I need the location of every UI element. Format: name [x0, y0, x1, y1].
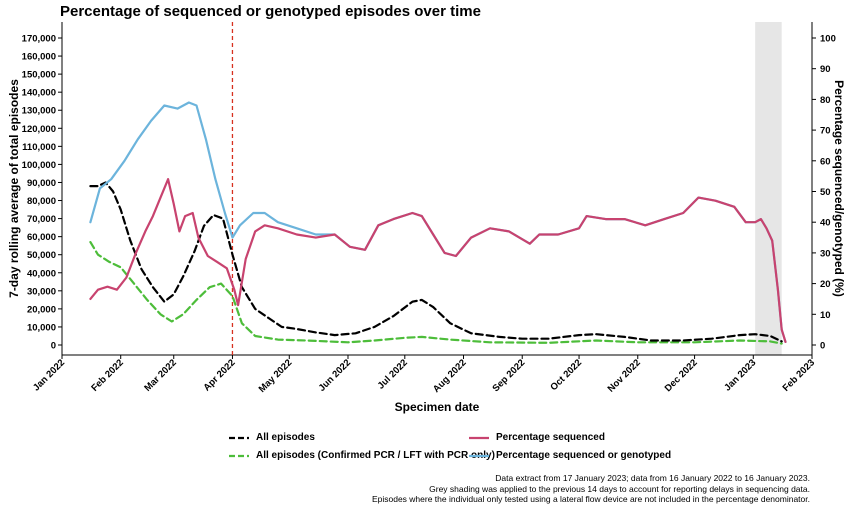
x-tick-label: May 2022 — [257, 357, 295, 395]
legend-label-sequenced-or-genotyped: Percentage sequenced or genotyped — [496, 450, 672, 461]
chart-title: Percentage of sequenced or genotyped epi… — [60, 3, 481, 20]
y-left-tick-label: 170,000 — [22, 34, 56, 45]
legend-label-percentage-sequenced: Percentage sequenced — [496, 432, 605, 443]
y-left-tick-label: 20,000 — [27, 304, 56, 315]
y-left-tick-label: 90,000 — [27, 178, 56, 189]
y-left-tick-label: 80,000 — [27, 196, 56, 207]
y-left-tick-label: 130,000 — [22, 106, 56, 117]
y-left-tick-label: 10,000 — [27, 322, 56, 333]
x-tick-label: Feb 2022 — [89, 357, 126, 394]
axis-layer — [58, 22, 816, 359]
footnote-data-extract: Data extract from 17 January 2023; data … — [495, 473, 810, 483]
y-right-tick-label: 70 — [820, 126, 831, 137]
y-right-tick-label: 20 — [820, 279, 831, 290]
footnote-lateral-flow: Episodes where the individual only teste… — [371, 494, 810, 504]
y-left-tick-label: 150,000 — [22, 70, 56, 81]
y-right-tick-label: 100 — [820, 34, 836, 45]
x-tick-label: Jan 2022 — [31, 357, 67, 393]
x-tick-label: Jan 2023 — [722, 357, 758, 393]
x-tick-label: Mar 2022 — [142, 357, 179, 394]
y-left-tick-label: 140,000 — [22, 88, 56, 99]
y-left-tick-label: 110,000 — [22, 142, 56, 153]
x-tick-label: Apr 2022 — [201, 357, 237, 393]
series-line-all-episodes — [89, 181, 783, 343]
y-right-tick-label: 60 — [820, 156, 831, 167]
y-left-tick-label: 30,000 — [27, 286, 56, 297]
footnote-grey-shading: Grey shading was applied to the previous… — [429, 483, 810, 494]
x-tick-label: Feb 2023 — [781, 357, 818, 394]
y-right-tick-label: 90 — [820, 64, 831, 75]
legend-item-sequenced-or-genotyped: Percentage sequenced or genotyped — [468, 450, 671, 461]
legend: All episodes Percentage sequenced All ep… — [228, 430, 671, 464]
y-right-tick-label: 50 — [820, 187, 831, 198]
legend-swatch-sequenced-or-genotyped — [469, 454, 489, 457]
x-axis-title: Specimen date — [395, 400, 480, 414]
x-tick-label: Jun 2022 — [317, 357, 354, 394]
y-right-tick-label: 0 — [820, 341, 825, 352]
x-tick-label: Dec 2022 — [663, 357, 700, 394]
y-left-tick-label: 70,000 — [27, 214, 56, 225]
y-left-tick-label: 160,000 — [22, 52, 56, 63]
x-tick-label: Nov 2022 — [606, 357, 643, 394]
y-left-tick-label: 0 — [51, 341, 56, 352]
x-tick-label: Oct 2022 — [548, 357, 584, 393]
legend-label-all-episodes: All episodes — [256, 432, 315, 443]
series-line-all-episodes-confirmed-pcr-lft-with-pcr-only — [89, 241, 783, 345]
x-tick-label: Jul 2022 — [376, 357, 410, 391]
y-left-tick-label: 50,000 — [27, 250, 56, 261]
shaded-region — [755, 22, 782, 355]
y-right-tick-label: 10 — [820, 310, 831, 321]
series-line-percentage-sequenced — [89, 178, 787, 343]
legend-swatch-confirmed-pcr — [229, 454, 249, 457]
y-right-tick-label: 30 — [820, 248, 831, 259]
legend-swatch-percentage-sequenced — [469, 436, 489, 439]
y-left-tick-label: 60,000 — [27, 232, 56, 243]
legend-swatch-all-episodes — [229, 436, 249, 439]
y-axis-left-title: 7-day rolling average of total episodes — [7, 79, 21, 298]
x-tick-label: Aug 2022 — [431, 357, 469, 395]
series-layer — [89, 101, 787, 345]
legend-item-percentage-sequenced: Percentage sequenced — [468, 432, 605, 443]
y-axis-right-title: Percentage sequenced/genotyped (%) — [832, 80, 846, 297]
footnotes: Data extract from 17 January 2023; data … — [372, 473, 810, 505]
x-tick-label: Sep 2022 — [490, 357, 527, 394]
legend-item-confirmed-pcr: All episodes (Confirmed PCR / LFT with P… — [228, 450, 495, 461]
shade-layer — [755, 22, 782, 355]
y-right-tick-label: 40 — [820, 218, 831, 229]
y-left-tick-label: 100,000 — [22, 160, 56, 171]
y-left-tick-label: 40,000 — [27, 268, 56, 279]
legend-item-all-episodes: All episodes — [228, 432, 315, 443]
y-left-tick-label: 120,000 — [22, 124, 56, 135]
y-right-tick-label: 80 — [820, 95, 831, 106]
legend-label-confirmed-pcr: All episodes (Confirmed PCR / LFT with P… — [256, 450, 495, 461]
